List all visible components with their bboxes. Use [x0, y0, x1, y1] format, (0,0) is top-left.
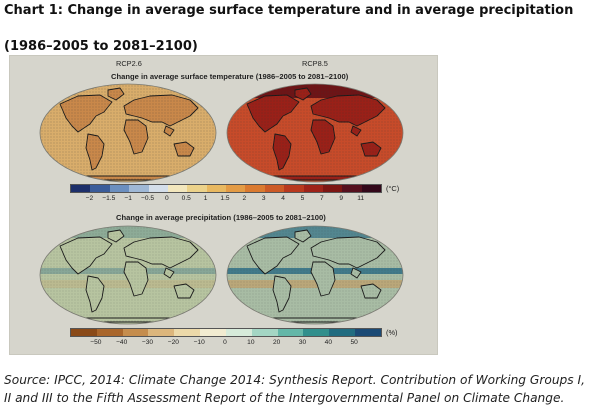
colorbar-tick-label: 4 [281, 195, 285, 202]
colorbar-swatch [251, 329, 278, 336]
colorbar-swatch [329, 329, 356, 336]
colorbar-tick-label: −2 [85, 195, 94, 202]
source-caption: Source: IPCC, 2014: Climate Change 2014:… [4, 373, 585, 405]
colorbar-tick-label: 40 [324, 339, 332, 346]
colorbar-swatch [148, 185, 168, 192]
precipitation-colorbar [70, 328, 382, 337]
colorbar-tick-label: −10 [193, 339, 205, 346]
colorbar-swatch [187, 185, 207, 192]
colorbar-swatch [90, 185, 110, 192]
colorbar-tick-label: 10 [247, 339, 255, 346]
colorbar-tick-label: 50 [350, 339, 358, 346]
colorbar-swatch [322, 185, 343, 192]
temperature-heading: Change in average surface temperature (1… [111, 72, 349, 81]
colorbar-tick-label: −40 [116, 339, 128, 346]
colorbar-tick-label: 1 [203, 195, 208, 202]
colorbar-tick-label: 9 [339, 195, 344, 202]
colorbar-swatch [264, 185, 285, 192]
colorbar-swatch [225, 329, 252, 336]
colorbar-swatch [245, 185, 265, 192]
colorbar-swatch [355, 329, 381, 336]
ipcc-figure: RCP2.6 RCP8.5 Change in average surface … [9, 55, 438, 355]
precipitation-heading: Change in average precipitation (1986–20… [116, 213, 326, 222]
map-temperature-rcp26 [39, 83, 217, 183]
map-temperature-rcp85 [226, 83, 404, 183]
colorbar-swatch [129, 185, 149, 192]
colorbar-tick-label: 5 [300, 195, 305, 202]
scenario-label-rcp85: RCP8.5 [302, 59, 328, 68]
colorbar-swatch [71, 329, 97, 336]
temperature-colorbar [70, 184, 382, 193]
colorbar-swatch [342, 185, 362, 192]
chart-subtitle: (1986–2005 to 2081–2100) [4, 39, 198, 54]
colorbar-swatch [206, 185, 226, 192]
colorbar-tick-label: 7 [320, 195, 324, 202]
colorbar-tick-label: 2 [242, 195, 247, 202]
map-precipitation-rcp85 [226, 225, 404, 325]
map-precipitation-rcp26 [39, 225, 217, 325]
colorbar-tick-label: −0.5 [140, 195, 155, 202]
temperature-unit: (°C) [386, 184, 400, 193]
colorbar-swatch [303, 185, 323, 192]
colorbar-tick-label: 20 [272, 339, 281, 346]
colorbar-swatch [122, 329, 149, 336]
chart-title: Chart 1: Change in average surface tempe… [4, 3, 574, 18]
colorbar-tick-label: 11 [357, 195, 365, 202]
colorbar-swatch [284, 185, 304, 192]
colorbar-tick-label: −50 [90, 339, 102, 346]
colorbar-tick-label: 1.5 [220, 195, 230, 202]
colorbar-swatch [361, 185, 381, 192]
colorbar-swatch [200, 329, 226, 336]
colorbar-tick-label: 0.5 [181, 195, 191, 202]
colorbar-swatch [226, 185, 246, 192]
colorbar-swatch [277, 329, 304, 336]
colorbar-tick-label: 30 [298, 339, 307, 346]
colorbar-swatch [148, 329, 175, 336]
colorbar-swatch [96, 329, 123, 336]
colorbar-tick-label: −30 [141, 339, 154, 346]
colorbar-tick-label: 0 [223, 339, 227, 346]
colorbar-swatch [109, 185, 130, 192]
precipitation-unit: (%) [386, 328, 398, 337]
colorbar-tick-label: 0 [165, 195, 169, 202]
colorbar-swatch [71, 185, 91, 192]
colorbar-tick-label: 3 [261, 195, 266, 202]
colorbar-swatch [174, 329, 201, 336]
scenario-label-rcp26: RCP2.6 [116, 59, 142, 68]
colorbar-tick-label: −1 [124, 195, 132, 202]
colorbar-tick-label: −20 [167, 339, 179, 346]
colorbar-swatch [167, 185, 188, 192]
colorbar-swatch [303, 329, 330, 336]
colorbar-tick-label: −1.5 [102, 195, 116, 202]
